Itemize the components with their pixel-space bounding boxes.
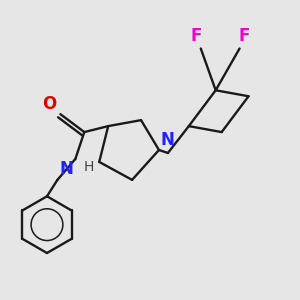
Text: N: N	[60, 160, 74, 178]
Text: N: N	[160, 130, 174, 148]
Text: H: H	[84, 160, 94, 174]
Text: O: O	[42, 95, 56, 113]
Text: F: F	[190, 28, 202, 46]
Text: F: F	[238, 28, 250, 46]
